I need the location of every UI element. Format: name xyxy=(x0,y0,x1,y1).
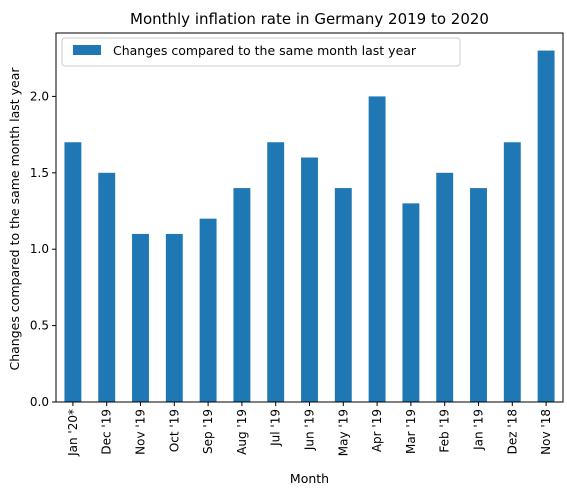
bar-1 xyxy=(98,172,116,402)
x-tick-label-1: Dec '19 xyxy=(100,409,114,455)
legend-label: Changes compared to the same month last … xyxy=(113,43,417,58)
bar-6 xyxy=(267,142,285,402)
x-tick-label-7: Jun '19 xyxy=(303,409,317,451)
x-tick-label-14: Nov '18 xyxy=(539,409,553,455)
bar-12 xyxy=(470,188,487,402)
x-tick-label-3: Oct '19 xyxy=(167,409,181,452)
legend-box xyxy=(61,37,461,67)
y-tick-label-1: 0.5 xyxy=(30,319,49,333)
bar-8 xyxy=(334,188,352,402)
legend-swatch xyxy=(73,45,101,55)
bar-13 xyxy=(503,142,521,402)
y-tick-label-4: 2.0 xyxy=(30,89,49,103)
x-tick-label-11: Feb '19 xyxy=(438,409,452,453)
y-tick-label-0: 0.0 xyxy=(30,395,49,409)
bar-10 xyxy=(402,203,420,402)
y-tick-label-3: 1.5 xyxy=(30,166,49,180)
y-axis-ticks: 0.0 0.5 1.0 1.5 2.0 xyxy=(30,89,56,409)
bar-9 xyxy=(368,96,386,402)
y-tick-label-2: 1.0 xyxy=(30,242,49,256)
bar-2 xyxy=(132,233,149,402)
chart-title: Monthly inflation rate in Germany 2019 t… xyxy=(130,10,489,28)
x-tick-label-5: Aug '19 xyxy=(235,409,249,455)
y-axis-label: Changes compared to the same month last … xyxy=(7,67,22,371)
x-tick-label-6: Jul '19 xyxy=(269,409,283,447)
bar-4 xyxy=(199,218,217,402)
x-tick-label-0: Jan '20* xyxy=(66,409,80,457)
x-tick-label-13: Dez '18 xyxy=(505,409,519,454)
x-tick-label-2: Nov '19 xyxy=(134,409,148,455)
bar-0 xyxy=(64,142,82,402)
x-axis-ticks: Jan '20* Dec '19 Nov '19 Oct '19 Sep '19 Aug … xyxy=(66,402,553,457)
x-tick-label-4: Sep '19 xyxy=(201,409,215,454)
bar-7 xyxy=(301,157,318,402)
x-tick-label-10: Mar '19 xyxy=(404,409,418,454)
x-tick-label-9: Apr '19 xyxy=(370,409,384,452)
bar-5 xyxy=(233,188,251,402)
bar-11 xyxy=(436,172,454,402)
plot-frame xyxy=(55,32,564,403)
x-tick-label-12: Jan '19 xyxy=(472,409,486,451)
bar-3 xyxy=(165,233,183,402)
bars-group xyxy=(64,50,555,402)
legend: Changes compared to the same month last … xyxy=(61,37,461,67)
bar-14 xyxy=(537,50,555,402)
x-tick-label-8: May '19 xyxy=(336,409,350,456)
x-axis-label: Month xyxy=(290,471,329,486)
